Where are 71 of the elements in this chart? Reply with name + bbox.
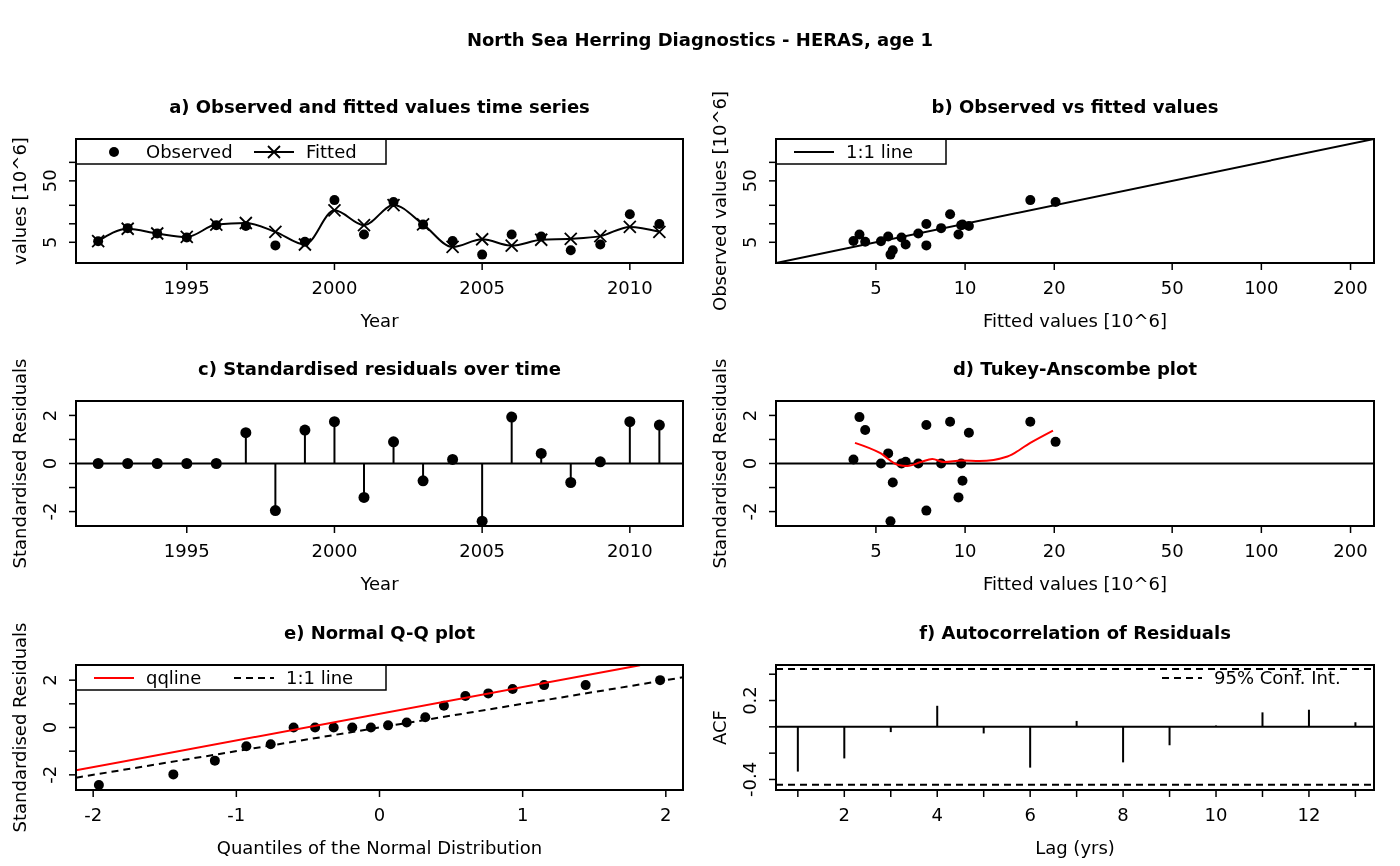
x-tick-label: 2000: [311, 540, 358, 561]
y-tick-label: 2: [39, 409, 60, 422]
x-axis-title: Fitted values [10^6]: [982, 573, 1168, 594]
chart-title: f) Autocorrelation of Residuals: [919, 622, 1231, 643]
ref-line-label: 95% Conf. Int.: [1214, 667, 1341, 688]
x-tick-label: 50: [1160, 540, 1184, 561]
y-tick-label: 5: [39, 236, 60, 249]
x-tick-label: 200: [1333, 540, 1368, 561]
x-tick-label: 4: [931, 804, 943, 825]
x-axis-title: Quantiles of the Normal Distribution: [216, 837, 543, 858]
legend-label: 1:1 line: [286, 667, 354, 688]
y-tick-label: 0.2: [739, 686, 760, 715]
y-axis-title: Standardised Residuals: [9, 622, 30, 833]
x-tick-label: 0: [373, 804, 386, 825]
y-tick-label: 50: [739, 169, 760, 193]
y-axis-title: Standardised Residuals: [709, 358, 730, 569]
x-tick-label: 5: [870, 277, 882, 298]
chart-title: d) Tukey-Anscombe plot: [952, 358, 1198, 379]
x-tick-label: 12: [1297, 804, 1321, 825]
x-tick-label: 1: [516, 804, 529, 825]
x-axis-title: Lag (yrs): [1035, 837, 1115, 858]
x-tick-label: -2: [84, 804, 103, 825]
chart-title: a) Observed and fitted values time series: [169, 96, 590, 117]
y-tick-label: 0: [739, 457, 760, 470]
y-tick-label: 2: [39, 674, 60, 686]
x-axis-title: Year: [359, 310, 400, 331]
chart-title: c) Standardised residuals over time: [198, 358, 561, 379]
x-tick-label: -1: [227, 804, 246, 825]
y-axis-title: Observed values [10^6]: [709, 90, 730, 312]
x-tick-label: 10: [1204, 804, 1228, 825]
y-tick-label: 0: [39, 721, 60, 734]
x-tick-label: 2: [838, 804, 851, 825]
chart-title: e) Normal Q-Q plot: [283, 622, 476, 643]
x-tick-label: 5: [870, 540, 882, 561]
x-tick-label: 100: [1244, 277, 1279, 298]
x-tick-label: 8: [1117, 804, 1129, 825]
x-axis-title: Year: [359, 573, 400, 594]
y-tick-label: -2: [39, 765, 60, 784]
y-axis-title: Standardised Residuals: [9, 358, 30, 569]
x-tick-label: 50: [1160, 277, 1184, 298]
y-tick-label: 50: [39, 169, 60, 193]
x-tick-label: 2000: [311, 277, 358, 298]
x-tick-label: 10: [953, 540, 977, 561]
y-axis-title: ACF: [709, 710, 730, 745]
x-tick-label: 100: [1244, 540, 1279, 561]
x-tick-label: 20: [1042, 277, 1066, 298]
legend-label: qqline: [146, 667, 202, 688]
x-tick-label: 10: [953, 277, 977, 298]
y-tick-label: 2: [739, 409, 760, 422]
x-tick-label: 1995: [163, 277, 210, 298]
legend-label: Observed: [146, 141, 233, 162]
x-tick-label: 2: [660, 804, 672, 825]
y-tick-label: 0: [39, 457, 60, 470]
y-tick-label: -0.4: [739, 761, 760, 798]
x-tick-label: 2010: [606, 277, 653, 298]
text: North Sea Herring Diagnostics - HERAS, age 1: [466, 29, 934, 50]
x-tick-label: 2010: [606, 540, 653, 561]
legend-label: 1:1 line: [846, 141, 914, 162]
x-axis-title: Fitted values [10^6]: [982, 310, 1168, 331]
x-tick-label: 2005: [459, 540, 506, 561]
y-axis-title: values [10^6]: [9, 137, 30, 265]
x-tick-label: 20: [1042, 540, 1066, 561]
chart-title: b) Observed vs fitted values: [931, 96, 1219, 117]
x-tick-label: 1995: [163, 540, 210, 561]
x-tick-label: 200: [1333, 277, 1368, 298]
y-tick-label: 5: [739, 236, 760, 249]
x-tick-label: 6: [1024, 804, 1036, 825]
y-tick-label: -2: [39, 502, 60, 521]
x-tick-label: 2005: [459, 277, 506, 298]
legend-label: Fitted: [306, 141, 357, 162]
y-tick-label: -2: [739, 502, 760, 521]
